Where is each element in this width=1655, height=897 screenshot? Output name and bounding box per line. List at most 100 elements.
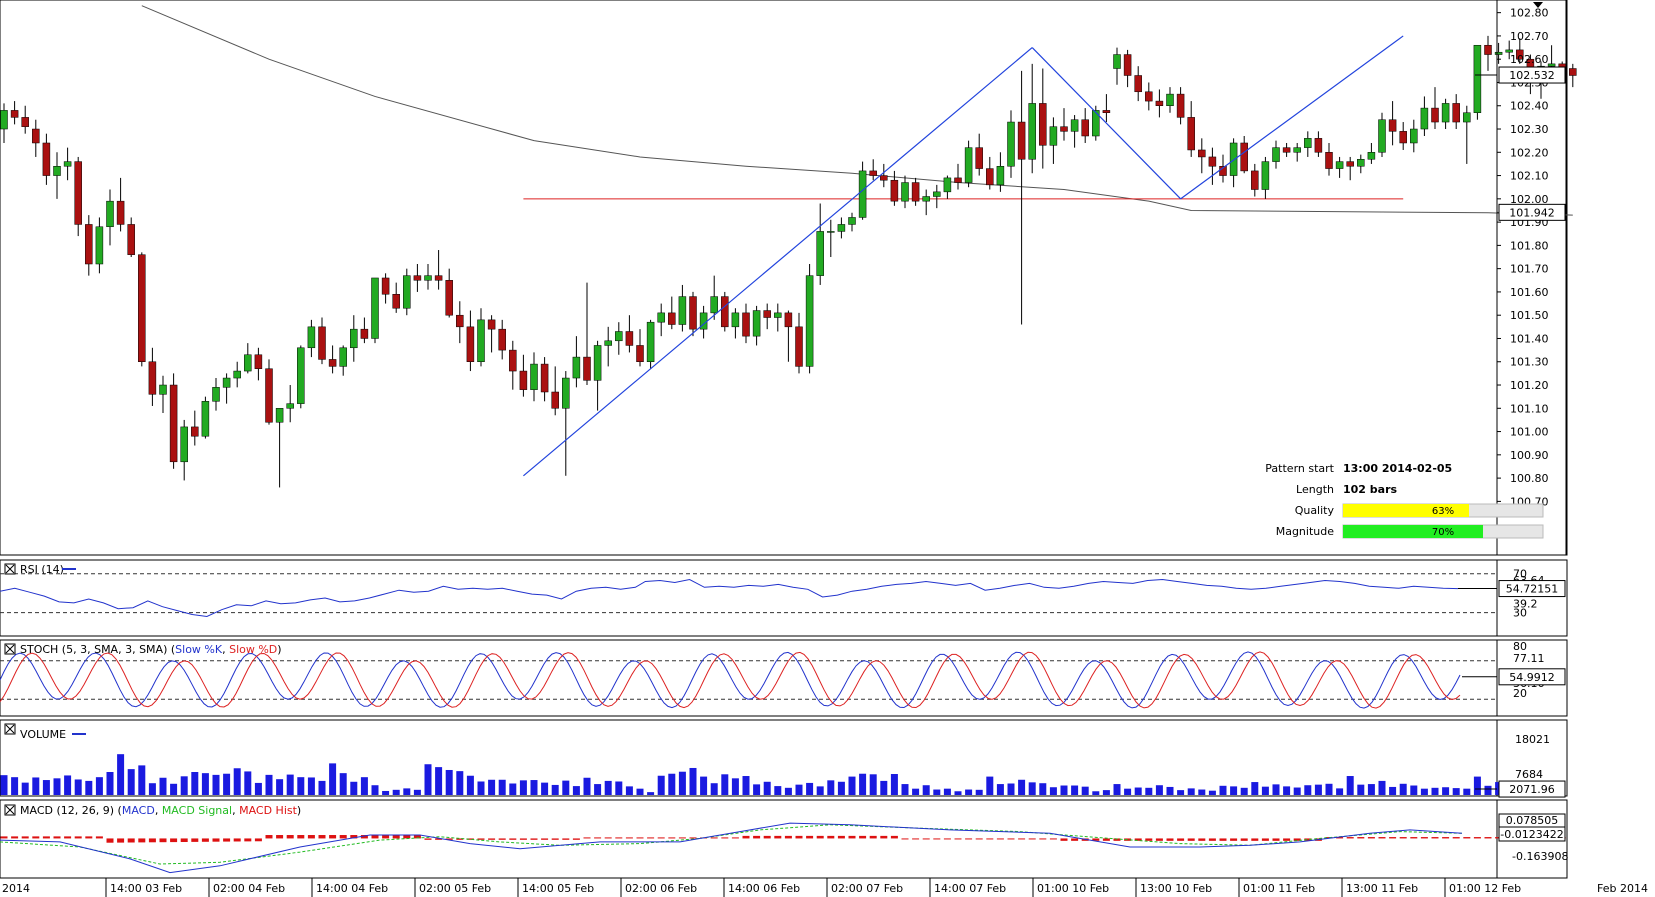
candle [169,373,178,469]
candle [1155,89,1164,118]
current-price-label: 102.532 [1509,69,1555,82]
candle [1081,108,1089,143]
x-tick-label: 01:00 11 Feb [1243,882,1315,895]
macd-hist-bar [1484,837,1492,839]
candle [848,212,856,232]
candle [509,340,517,390]
candle [827,219,835,258]
candle-body [1060,126,1068,132]
candle-body [1378,119,1386,153]
candle [530,352,538,402]
volume-bar [1155,785,1163,795]
volume-bar [1431,787,1439,795]
candle-body [1282,147,1291,153]
volume-bar [1028,782,1036,795]
candle [403,268,411,316]
candle-body [1261,161,1270,190]
candle [413,264,422,292]
candle-body [763,310,771,318]
candle-body [1494,51,1503,55]
candle-body [456,314,464,328]
volume-bar [477,781,485,795]
candle [646,319,655,369]
macd-hist-bar [53,836,61,839]
stoch-axis-label: 20 [1513,687,1527,700]
candle [212,378,220,411]
macd-hist-bar [138,838,146,843]
candle [954,163,962,190]
candle-body [392,294,400,309]
candle [604,326,612,367]
candle-body [32,128,40,144]
candle [434,250,443,290]
volume-bar [413,789,421,795]
candle [222,373,231,404]
volume-bar [806,782,814,795]
volume-bar [1102,790,1110,795]
candle-body [922,196,930,202]
x-tick-label: 01:00 12 Feb [1449,882,1521,895]
candle [752,305,761,346]
macd-hist-bar [360,835,368,839]
candle [1113,47,1121,85]
candle-body [668,312,676,325]
macd-hist-bar [435,838,443,840]
candle [1060,108,1068,141]
candle-body [678,296,687,325]
macd-hist-bar [21,836,29,839]
candle [625,315,634,353]
candle [21,105,29,134]
volume-bar [1060,785,1068,795]
price-tick-label: 101.30 [1510,356,1549,369]
macd-hist-bar [572,838,580,840]
candle-body [1081,119,1089,137]
volume-bar [774,786,782,795]
candle [1357,154,1365,174]
candle-body [943,177,952,193]
candle-body [63,161,72,167]
macd-hist-bar [64,836,72,839]
macd-hist-bar [1283,838,1291,841]
candle-body [169,384,178,463]
candle [805,264,814,374]
candle [869,159,877,181]
length-value: 102 bars [1343,483,1398,496]
price-tick-label: 101.10 [1510,402,1549,415]
volume-bar [1357,784,1365,795]
candle [201,396,210,439]
candle [85,215,93,276]
macd-hist-bar [1389,837,1397,839]
macd-hist-bar [1049,838,1057,840]
candle-body [222,377,231,388]
macd-hist-bar [1102,838,1110,841]
macd-hist-bar [943,838,951,840]
candle [381,273,390,304]
candle-body [890,179,899,202]
volume-bar [1071,785,1079,795]
volume-bar [244,771,252,795]
stoch-close-glyph [5,644,15,654]
candle-body [403,275,411,309]
scroll-marker-icon[interactable] [1533,2,1543,8]
volume-bar [148,783,156,795]
magnitude-label: Magnitude [1276,525,1335,538]
volume-bar [795,784,803,795]
macd-hist-bar [519,838,527,840]
candle [1070,115,1079,148]
volume-bar [1145,787,1153,795]
volume-bar [1261,786,1269,795]
candle-body [1335,161,1344,169]
candle-body [869,170,877,176]
macd-hist-bar [297,835,305,839]
candle-body [42,142,51,176]
volume-bar [912,788,920,795]
macd-hist-bar [382,835,390,839]
volume-bar [1240,787,1248,795]
macd-hist-bar [625,837,633,839]
candle-body [1452,103,1460,123]
candle [1304,131,1312,157]
macd-hist-bar [551,838,559,840]
pattern-start-value: 13:00 2014-02-05 [1343,462,1452,475]
candle-body [1516,49,1524,60]
candle-body [1484,44,1492,55]
